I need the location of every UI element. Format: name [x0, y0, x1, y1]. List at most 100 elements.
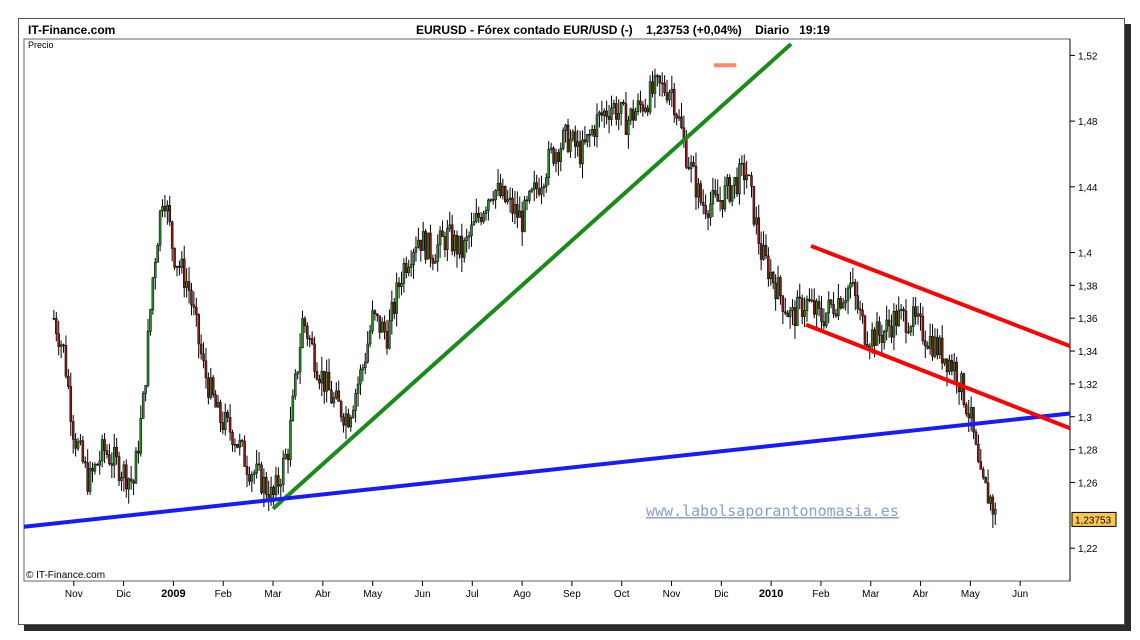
candle-body — [846, 287, 850, 301]
candle-body — [501, 186, 505, 197]
candle-body — [832, 304, 835, 315]
candle-body — [308, 338, 312, 340]
candle-body — [178, 265, 181, 268]
candle-body — [453, 234, 456, 252]
candle-body — [479, 217, 483, 222]
candle-body — [395, 282, 398, 314]
candle-body — [965, 404, 968, 414]
watermark-text[interactable]: www.labolsaporantonomasia.es — [646, 502, 899, 520]
candle-body — [953, 361, 956, 372]
candle-body — [762, 245, 765, 260]
candle-body — [301, 318, 304, 348]
header-time: 19:19 — [799, 23, 830, 37]
candle-body — [182, 258, 186, 288]
candle-body — [972, 407, 975, 433]
candle-body — [487, 199, 490, 211]
candle-body — [704, 205, 707, 215]
candle-body — [115, 447, 118, 457]
candle-body — [392, 302, 396, 314]
candle-body — [332, 397, 336, 404]
candle-body — [62, 344, 65, 346]
candle-body — [356, 383, 360, 394]
candle-body — [916, 313, 920, 317]
candle-body — [651, 81, 654, 94]
candle-body — [943, 358, 946, 364]
candle-body — [808, 298, 811, 302]
candle-body — [974, 431, 978, 445]
y-tick-label: 1,38 — [1078, 281, 1098, 292]
candle-body — [796, 296, 799, 326]
candle-body — [192, 304, 196, 308]
candle-body — [494, 190, 497, 201]
candle-body — [706, 213, 710, 218]
candle-body — [532, 182, 536, 190]
candle-body — [57, 333, 60, 347]
candle-body — [448, 224, 452, 229]
candle-body — [540, 187, 543, 195]
y-tick-label: 1,36 — [1078, 314, 1098, 325]
candle-body — [296, 371, 299, 375]
candle-body — [417, 239, 420, 248]
candle-body — [793, 307, 797, 326]
candle-body — [226, 412, 229, 418]
candle-body — [535, 182, 538, 189]
candle-body — [656, 75, 659, 77]
red-channel-lower — [805, 322, 1071, 431]
candle-body — [977, 444, 980, 462]
candle-body — [190, 290, 193, 306]
candle-body — [207, 377, 210, 398]
candle-body — [368, 330, 372, 345]
candle-body — [117, 456, 121, 481]
candle-body — [677, 116, 681, 119]
candle-body — [252, 472, 256, 475]
candle-body — [537, 188, 541, 195]
candle-body — [110, 463, 114, 466]
candle-body — [209, 377, 213, 398]
candle-body — [59, 344, 63, 347]
candle-body — [361, 367, 365, 371]
candle-body — [112, 447, 116, 466]
candle-body — [342, 416, 345, 426]
candle-body — [272, 486, 275, 495]
candle-body — [791, 307, 794, 312]
candle-body — [187, 281, 191, 291]
last-value-text: 1,23753 — [1075, 515, 1112, 526]
candle-body — [948, 360, 951, 373]
candle-body — [436, 244, 439, 262]
candle-body — [595, 114, 599, 137]
candle-body — [950, 360, 954, 372]
candle-body — [936, 336, 939, 355]
candle-body — [465, 236, 468, 241]
candle-body — [552, 147, 555, 164]
candle-body — [914, 306, 917, 317]
y-tick-label: 1,48 — [1078, 117, 1098, 128]
y-tick-label: 1,4 — [1078, 249, 1092, 260]
x-tick-label: May — [961, 589, 980, 600]
candle-body — [93, 464, 97, 472]
candle-body — [139, 418, 143, 454]
candle-body — [858, 308, 862, 311]
candle-body — [224, 412, 227, 430]
candle-body — [371, 310, 374, 332]
candle-body — [219, 402, 222, 423]
candle-body — [289, 420, 292, 461]
x-tick-label: Feb — [215, 589, 233, 600]
candle-body — [714, 190, 717, 195]
candle-body — [74, 439, 77, 449]
candle-body — [776, 277, 780, 299]
candle-body — [709, 203, 712, 218]
candle-body — [318, 379, 321, 384]
candle-body — [462, 240, 466, 258]
header-period: Diario — [755, 23, 790, 37]
candle-body — [907, 331, 910, 334]
candle-body — [455, 234, 459, 255]
candle-body — [938, 337, 942, 355]
last-value-box: 1,23753 — [1071, 511, 1117, 527]
price-chart: Precio 1,521,481,441,41,381,361,341,321,… — [23, 38, 1117, 600]
candle-body — [262, 476, 266, 494]
blue-support-line — [23, 411, 1071, 529]
candle-body — [154, 262, 157, 279]
candle-body — [803, 310, 806, 317]
candle-body — [516, 204, 519, 218]
candle-body — [882, 330, 886, 343]
